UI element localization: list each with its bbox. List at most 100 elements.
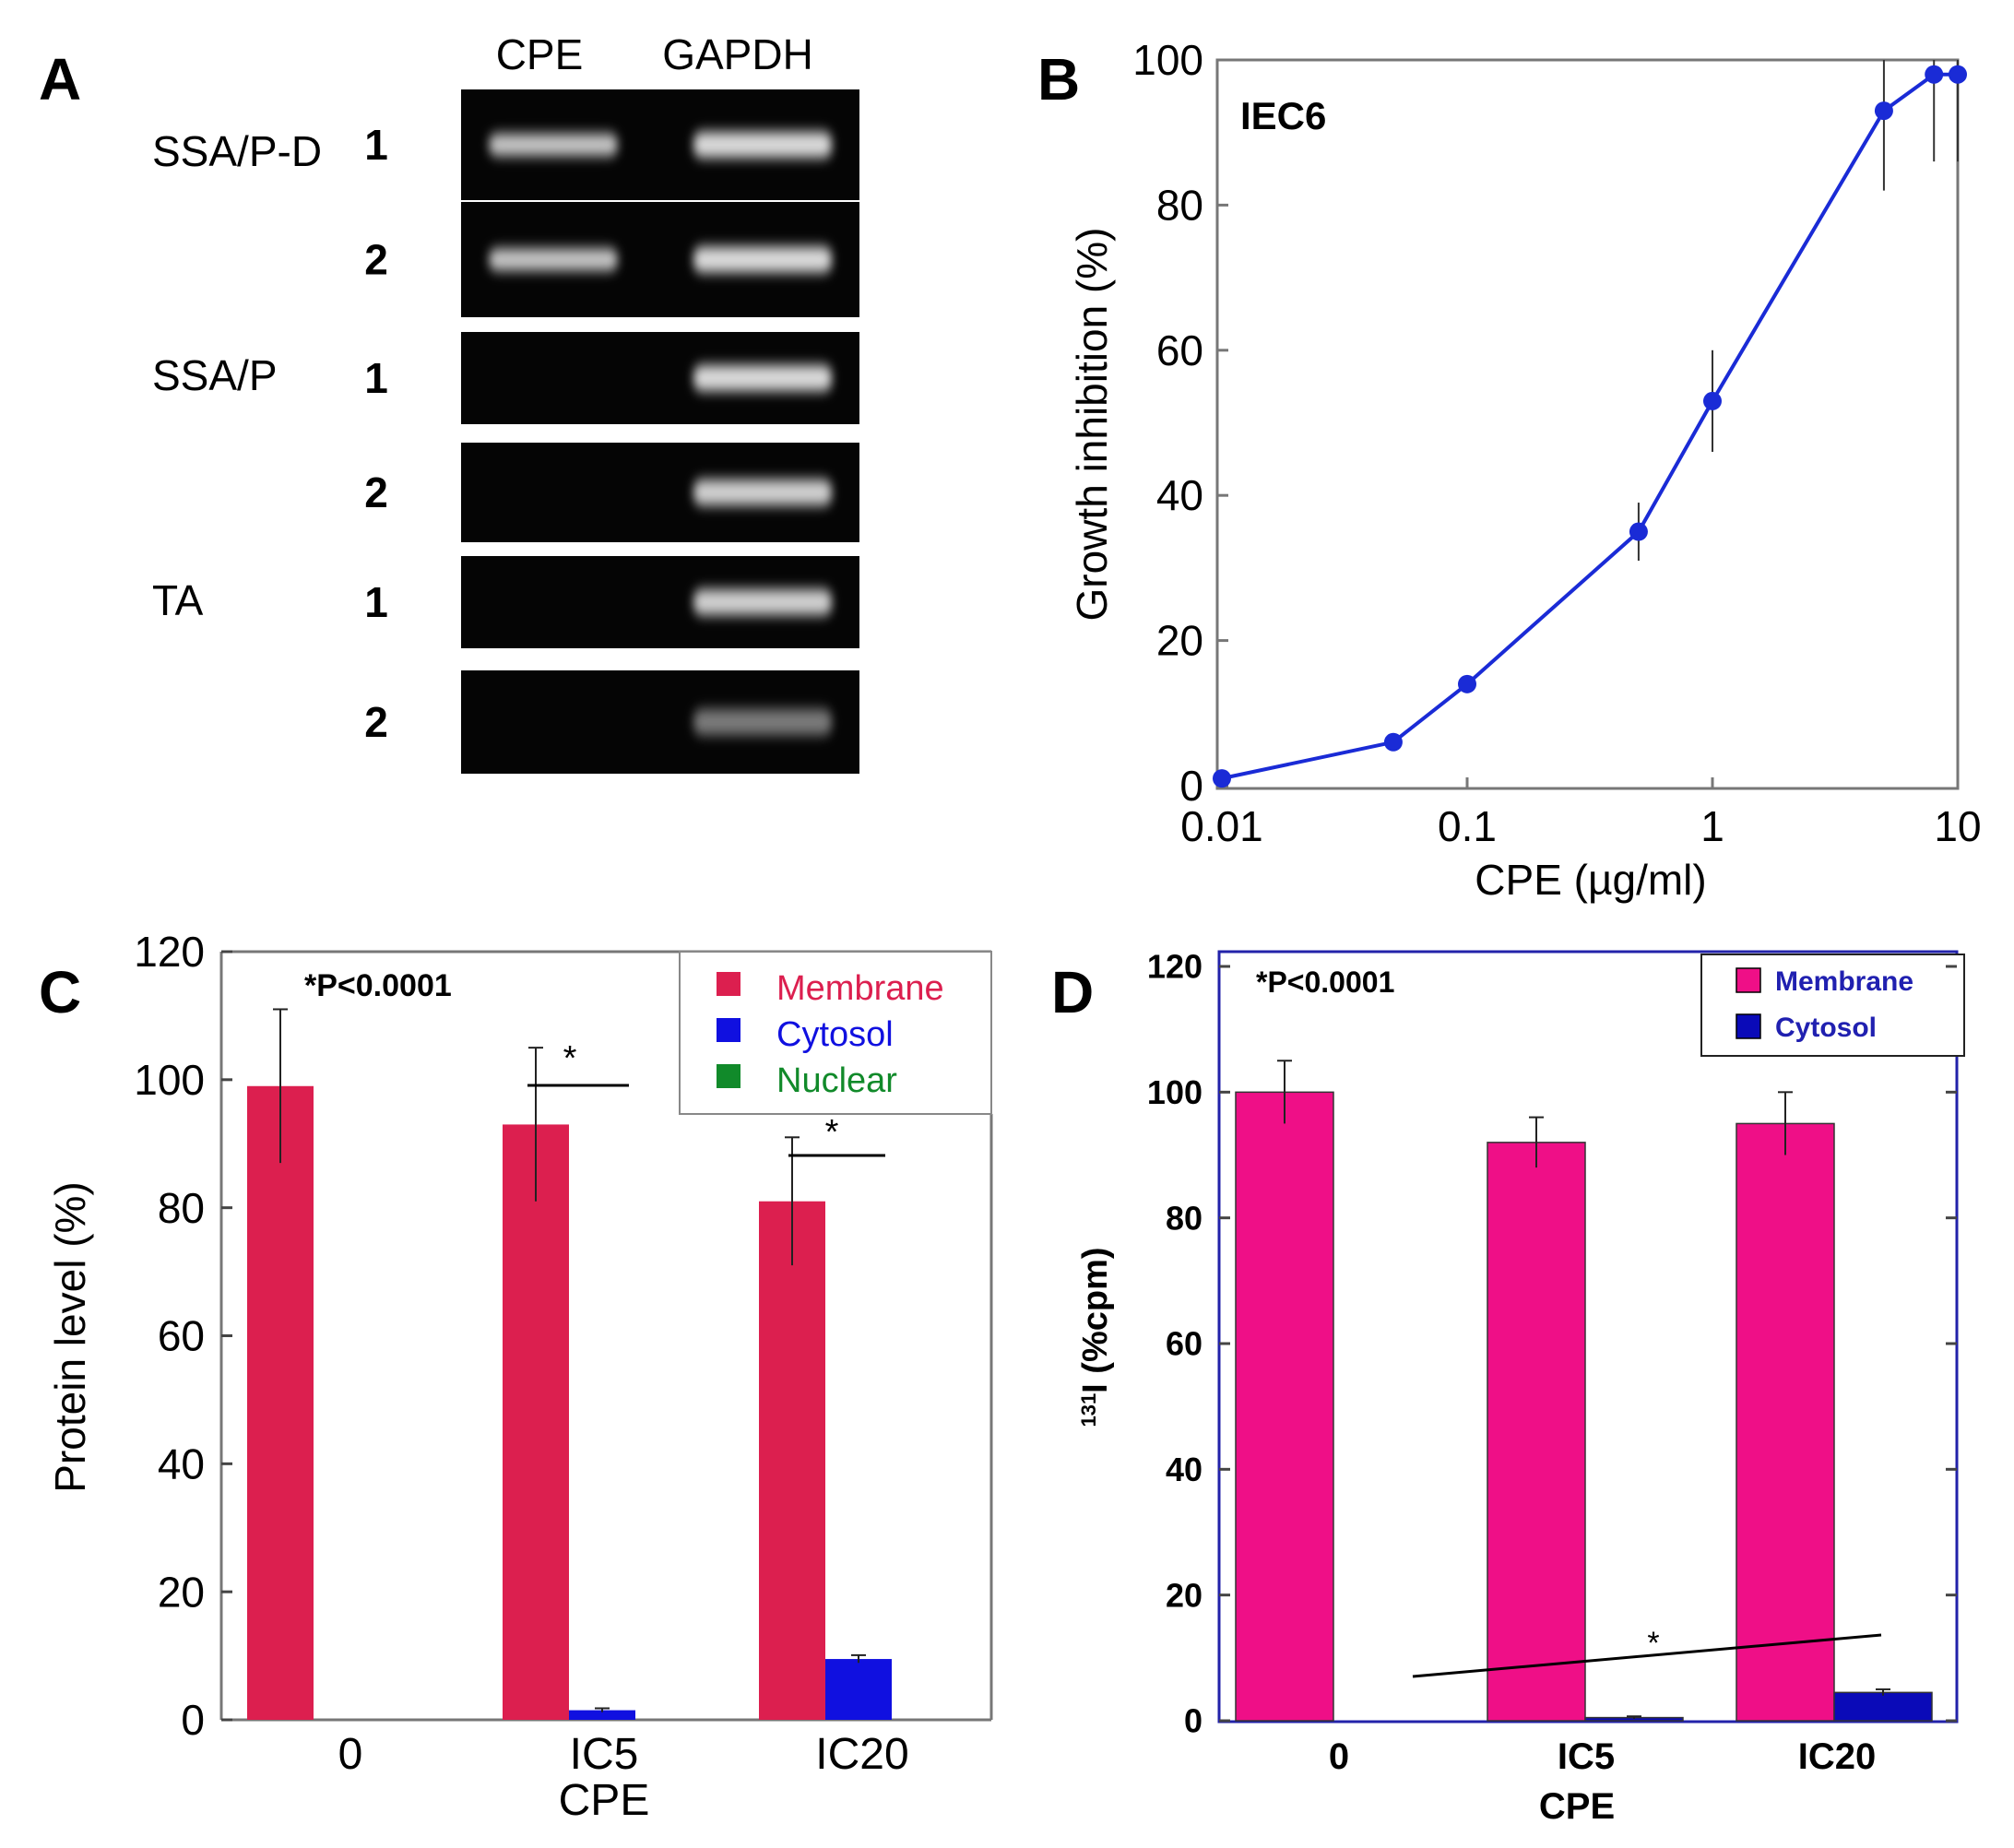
bar-membrane-d xyxy=(1487,1142,1586,1722)
legend-swatch-nuclear-c xyxy=(717,1064,740,1088)
data-point-b xyxy=(1629,522,1648,541)
y-tick-label-c: 100 xyxy=(134,1056,205,1104)
y-axis-label-d-text: I (%cpm) xyxy=(1076,1247,1115,1392)
y-tick-label-d: 120 xyxy=(1147,948,1202,986)
bar-membrane-c xyxy=(759,1201,825,1720)
y-tick-label-d: 40 xyxy=(1166,1451,1202,1488)
x-axis-label-c: CPE xyxy=(559,1776,650,1825)
legend-label-cytosol-c: Cytosol xyxy=(776,1015,894,1054)
x-tick-label-b: 0.1 xyxy=(1438,802,1497,850)
legend-swatch-cytosol-c xyxy=(717,1018,740,1042)
bar-cytosol-c xyxy=(569,1710,635,1720)
data-point-b xyxy=(1874,101,1893,121)
axes-c: 0 20 40 60 80 100 120 0 IC5 IC20 xyxy=(134,928,908,1779)
bar-membrane-d xyxy=(1736,1122,1835,1722)
gel-column-header-cpe: CPE xyxy=(496,30,584,78)
legend-label-nuclear-c: Nuclear xyxy=(776,1061,897,1100)
y-tick-label-c: 20 xyxy=(158,1568,205,1616)
significance-mark-c-ic5: * xyxy=(563,1039,577,1078)
bar-membrane-c xyxy=(503,1124,569,1720)
legend-label-cytosol-d: Cytosol xyxy=(1775,1013,1877,1043)
x-tick-label-d: IC5 xyxy=(1558,1736,1615,1777)
panel-b: B IEC6 0 20 40 60 80 100 0.01 0.1 1 10 CPE (µg/ml… xyxy=(1037,36,1982,904)
legend-swatch-membrane-c xyxy=(717,972,740,996)
panel-c: C Membrane Cytosol Nuclear *P<0.0001 0 20… xyxy=(39,928,993,1825)
plot-frame-d xyxy=(1217,950,1959,1724)
x-tick-label-b: 0.01 xyxy=(1180,802,1263,850)
x-axis-label-b: CPE (µg/ml) xyxy=(1475,856,1706,904)
significance-mark-c-ic20: * xyxy=(825,1113,839,1152)
y-tick-label-b: 60 xyxy=(1156,326,1203,374)
panel-d-letter: D xyxy=(1051,959,1094,1025)
y-tick-label-d: 80 xyxy=(1166,1199,1202,1237)
data-point-b xyxy=(1213,769,1231,788)
y-tick-label-b: 0 xyxy=(1179,762,1203,810)
bar-membrane-d xyxy=(1235,1091,1334,1722)
gel-lane-number: 1 xyxy=(364,578,388,626)
gel-band-gapdh xyxy=(693,480,832,505)
y-tick-label-d: 60 xyxy=(1166,1325,1202,1363)
panel-b-letter: B xyxy=(1037,46,1080,113)
y-axis-label-c: Protein level (%) xyxy=(46,1181,94,1492)
gel-group-label-ssap: SSA/P xyxy=(152,351,278,399)
gel-band-gapdh xyxy=(693,132,832,158)
gel-band-gapdh xyxy=(693,709,832,735)
legend-swatch-cytosol-d xyxy=(1736,1013,1761,1039)
x-tick-label-c: IC20 xyxy=(815,1730,908,1779)
panel-a-letter: A xyxy=(39,46,81,113)
gel-lane-number: 1 xyxy=(364,354,388,402)
y-tick-label-b: 80 xyxy=(1156,181,1203,229)
axes-b: 0 20 40 60 80 100 0.01 0.1 1 10 xyxy=(1132,36,1981,850)
legend-label-membrane-c: Membrane xyxy=(776,969,944,1008)
y-axis-label-b: Growth inhibition (%) xyxy=(1068,228,1116,622)
gel-lane-number: 2 xyxy=(364,698,388,746)
gel-group-label-ta: TA xyxy=(152,576,204,624)
y-tick-label-c: 80 xyxy=(158,1184,205,1232)
legend-label-membrane-d: Membrane xyxy=(1775,966,1913,997)
y-tick-label-b: 100 xyxy=(1132,36,1203,84)
gel-lane-number: 2 xyxy=(364,468,388,516)
y-tick-label-d: 100 xyxy=(1147,1073,1202,1111)
y-tick-label-b: 40 xyxy=(1156,471,1203,519)
gel-band-gapdh xyxy=(693,589,832,615)
gel-band-gapdh xyxy=(693,246,832,273)
axes-d: 0 20 40 60 80 100 120 0 IC5 IC20 xyxy=(1147,948,1957,1777)
data-point-b xyxy=(1703,391,1722,410)
gel-lane-number: 2 xyxy=(364,236,388,284)
data-point-b xyxy=(1383,732,1403,752)
gel-band-cpe xyxy=(489,248,618,271)
data-point-b xyxy=(1949,65,1967,84)
bars-c xyxy=(247,1008,892,1720)
panel-b-inset-label: IEC6 xyxy=(1240,94,1326,137)
y-tick-label-c: 120 xyxy=(134,928,205,976)
x-axis-label-d: CPE xyxy=(1539,1786,1615,1827)
plot-frame-b xyxy=(1215,58,1960,790)
stat-note-c: *P<0.0001 xyxy=(304,968,452,1003)
y-tick-label-c: 60 xyxy=(158,1312,205,1360)
x-tick-label-d: 0 xyxy=(1329,1736,1349,1777)
panel-c-letter: C xyxy=(39,959,81,1025)
x-tick-label-b: 10 xyxy=(1934,802,1981,850)
y-tick-label-d: 20 xyxy=(1166,1576,1202,1614)
data-point-b xyxy=(1458,674,1476,693)
gel-lane-number: 1 xyxy=(364,121,388,169)
significance-mark-d: * xyxy=(1647,1626,1659,1661)
bar-cytosol-d xyxy=(1833,1691,1933,1722)
series-line-b xyxy=(1221,72,1958,781)
x-tick-label-d: IC20 xyxy=(1798,1736,1877,1777)
y-axis-label-d: 131I (%cpm) xyxy=(1076,1247,1115,1427)
x-tick-label-c: 0 xyxy=(338,1730,363,1779)
y-axis-label-d-superscript: 131 xyxy=(1077,1393,1100,1427)
y-tick-label-b: 20 xyxy=(1156,617,1203,665)
gel-group-label-ssapd: SSA/P-D xyxy=(152,127,322,175)
x-tick-label-c: IC5 xyxy=(570,1730,639,1779)
y-tick-label-c: 0 xyxy=(181,1696,205,1744)
series-growth-inhibition xyxy=(1213,60,1967,788)
significance-line-d xyxy=(1412,1633,1882,1678)
gel-band-cpe xyxy=(489,134,618,156)
panel-a: A CPE GAPDH SSA/P-D SSA/P TA 1 2 1 2 1 2 xyxy=(39,30,859,774)
bar-membrane-c xyxy=(247,1085,314,1720)
gel-band-gapdh xyxy=(693,365,832,391)
stat-note-d: *P<0.0001 xyxy=(1256,965,1394,999)
legend-swatch-membrane-d xyxy=(1736,967,1761,993)
